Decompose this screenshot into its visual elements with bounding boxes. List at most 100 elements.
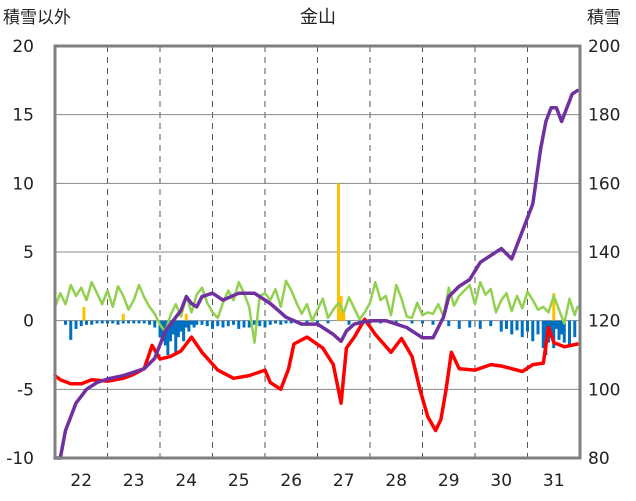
x-tick-label: 28 (385, 471, 407, 491)
y-right-tick-label: 100 (588, 380, 620, 400)
snow_change-bar (499, 320, 503, 332)
snow_change-bar (161, 320, 165, 342)
snow_change-bar (531, 320, 535, 342)
snow_change-bar (106, 320, 109, 324)
snow_change-bar (132, 320, 136, 324)
temperature-line (53, 317, 580, 433)
y-right-axis-title: 積雪 (587, 8, 621, 28)
y-left-tick-label: -5 (17, 380, 34, 400)
snow_change-bar (79, 320, 83, 327)
snow_change-bar (242, 320, 246, 328)
snow_change-bar (347, 320, 351, 325)
y-right-tick-label: 160 (588, 174, 620, 194)
x-tick-label: 31 (543, 471, 565, 491)
snow_change-bar (554, 320, 558, 329)
snow_change-bar (457, 320, 461, 329)
x-tick-label: 25 (228, 471, 250, 491)
snow_change-bar (489, 320, 493, 327)
snow_change-bar (515, 320, 519, 331)
snow_change-bar (148, 320, 151, 325)
snow_change-bar (557, 320, 561, 340)
snow_change-bar (95, 320, 99, 324)
y-left-tick-label: -10 (6, 449, 34, 469)
snow_change-bar (237, 320, 241, 329)
snow_change-bar (274, 320, 277, 324)
x-tick-label: 27 (333, 471, 355, 491)
snow_change-bar (316, 320, 319, 324)
snow_change-bar (560, 320, 564, 335)
snow_change-bar (526, 320, 529, 332)
y-right-tick-label: 120 (588, 312, 620, 332)
y-right-tick-label: 140 (588, 243, 620, 263)
wind-line (53, 279, 579, 344)
y-left-tick-label: 15 (12, 106, 34, 126)
snow_change-bar (179, 320, 183, 332)
snow_change-bar (85, 320, 88, 325)
snow_change-bar (174, 320, 178, 353)
snow_change-bar (171, 320, 175, 335)
x-tick-label: 24 (175, 471, 197, 491)
snow_change-bar (200, 320, 204, 325)
y-left-tick-label: 10 (12, 174, 34, 194)
y-left-tick-label: 20 (12, 37, 34, 57)
x-tick-label: 30 (490, 471, 512, 491)
snow_change-bar (64, 320, 67, 325)
snow_change-bar (169, 320, 172, 342)
snow_change-bar (205, 320, 209, 327)
snow_change-bar (326, 320, 330, 324)
snow_change-bar (221, 320, 225, 328)
precip-bar (121, 313, 125, 321)
snow_change-bar (305, 320, 309, 324)
snow_change-bar (573, 320, 577, 338)
x-tick-label: 22 (70, 471, 92, 491)
snow_change-bar (137, 320, 141, 324)
snow_change-bar (158, 320, 162, 338)
precip-bar (337, 183, 340, 321)
snow_change-bar (562, 320, 566, 343)
plot-frame (53, 44, 582, 460)
snow_change-bar (121, 320, 125, 324)
snow_change-bar (279, 320, 283, 325)
snow_change-bar (211, 320, 214, 329)
snow_change-bar (195, 320, 199, 325)
snow_change-bar (510, 320, 514, 335)
snow_change-bar (90, 320, 94, 325)
x-tick-label: 23 (123, 471, 145, 491)
snow_change-bar (111, 320, 115, 324)
y-right-tick-label: 200 (588, 37, 620, 57)
snow_change-bar (216, 320, 220, 327)
snow_change-bar (192, 320, 196, 328)
snow_change-bar (153, 320, 157, 328)
snow_change-bar (536, 320, 540, 335)
snow_change-bar (284, 320, 288, 324)
snow_change-bar (289, 320, 293, 324)
snow_change-bar (166, 320, 170, 355)
snow_change-bar (176, 320, 180, 338)
y-right-tick-label: 80 (588, 449, 610, 469)
snow_change-bar (247, 320, 251, 328)
snow_change-bar (190, 320, 193, 325)
snow_change-bar (187, 320, 191, 332)
plot-area: 20 15 10 5 0 -5 -10 200 180 160 140 120 100 80 22 23 24 2… (6, 37, 620, 491)
precip-bar (82, 306, 86, 321)
snow_change-bar (69, 320, 73, 340)
snow_change-bar (258, 320, 262, 327)
snow_change-bar (232, 320, 235, 325)
snow_change-bar (142, 320, 146, 324)
snow_change-bar (253, 320, 256, 325)
snow_change-bar (74, 320, 78, 329)
snow_change-bar (431, 320, 435, 325)
snow_change-bar (478, 320, 482, 329)
snow_change-bar (421, 320, 424, 324)
snow_change-bar (127, 320, 130, 324)
precip-bar (184, 313, 188, 321)
y-right-tick-label: 180 (588, 106, 620, 126)
snow_change-bar (268, 320, 272, 325)
snow_depth-line (53, 88, 580, 460)
chart-title: 金山 (300, 7, 336, 28)
snow_change-bar (568, 320, 571, 346)
y-left-tick-label: 5 (23, 243, 34, 263)
snow_change-bar (447, 320, 451, 327)
snow_change-bar (226, 320, 230, 327)
x-tick-label: 26 (280, 471, 302, 491)
